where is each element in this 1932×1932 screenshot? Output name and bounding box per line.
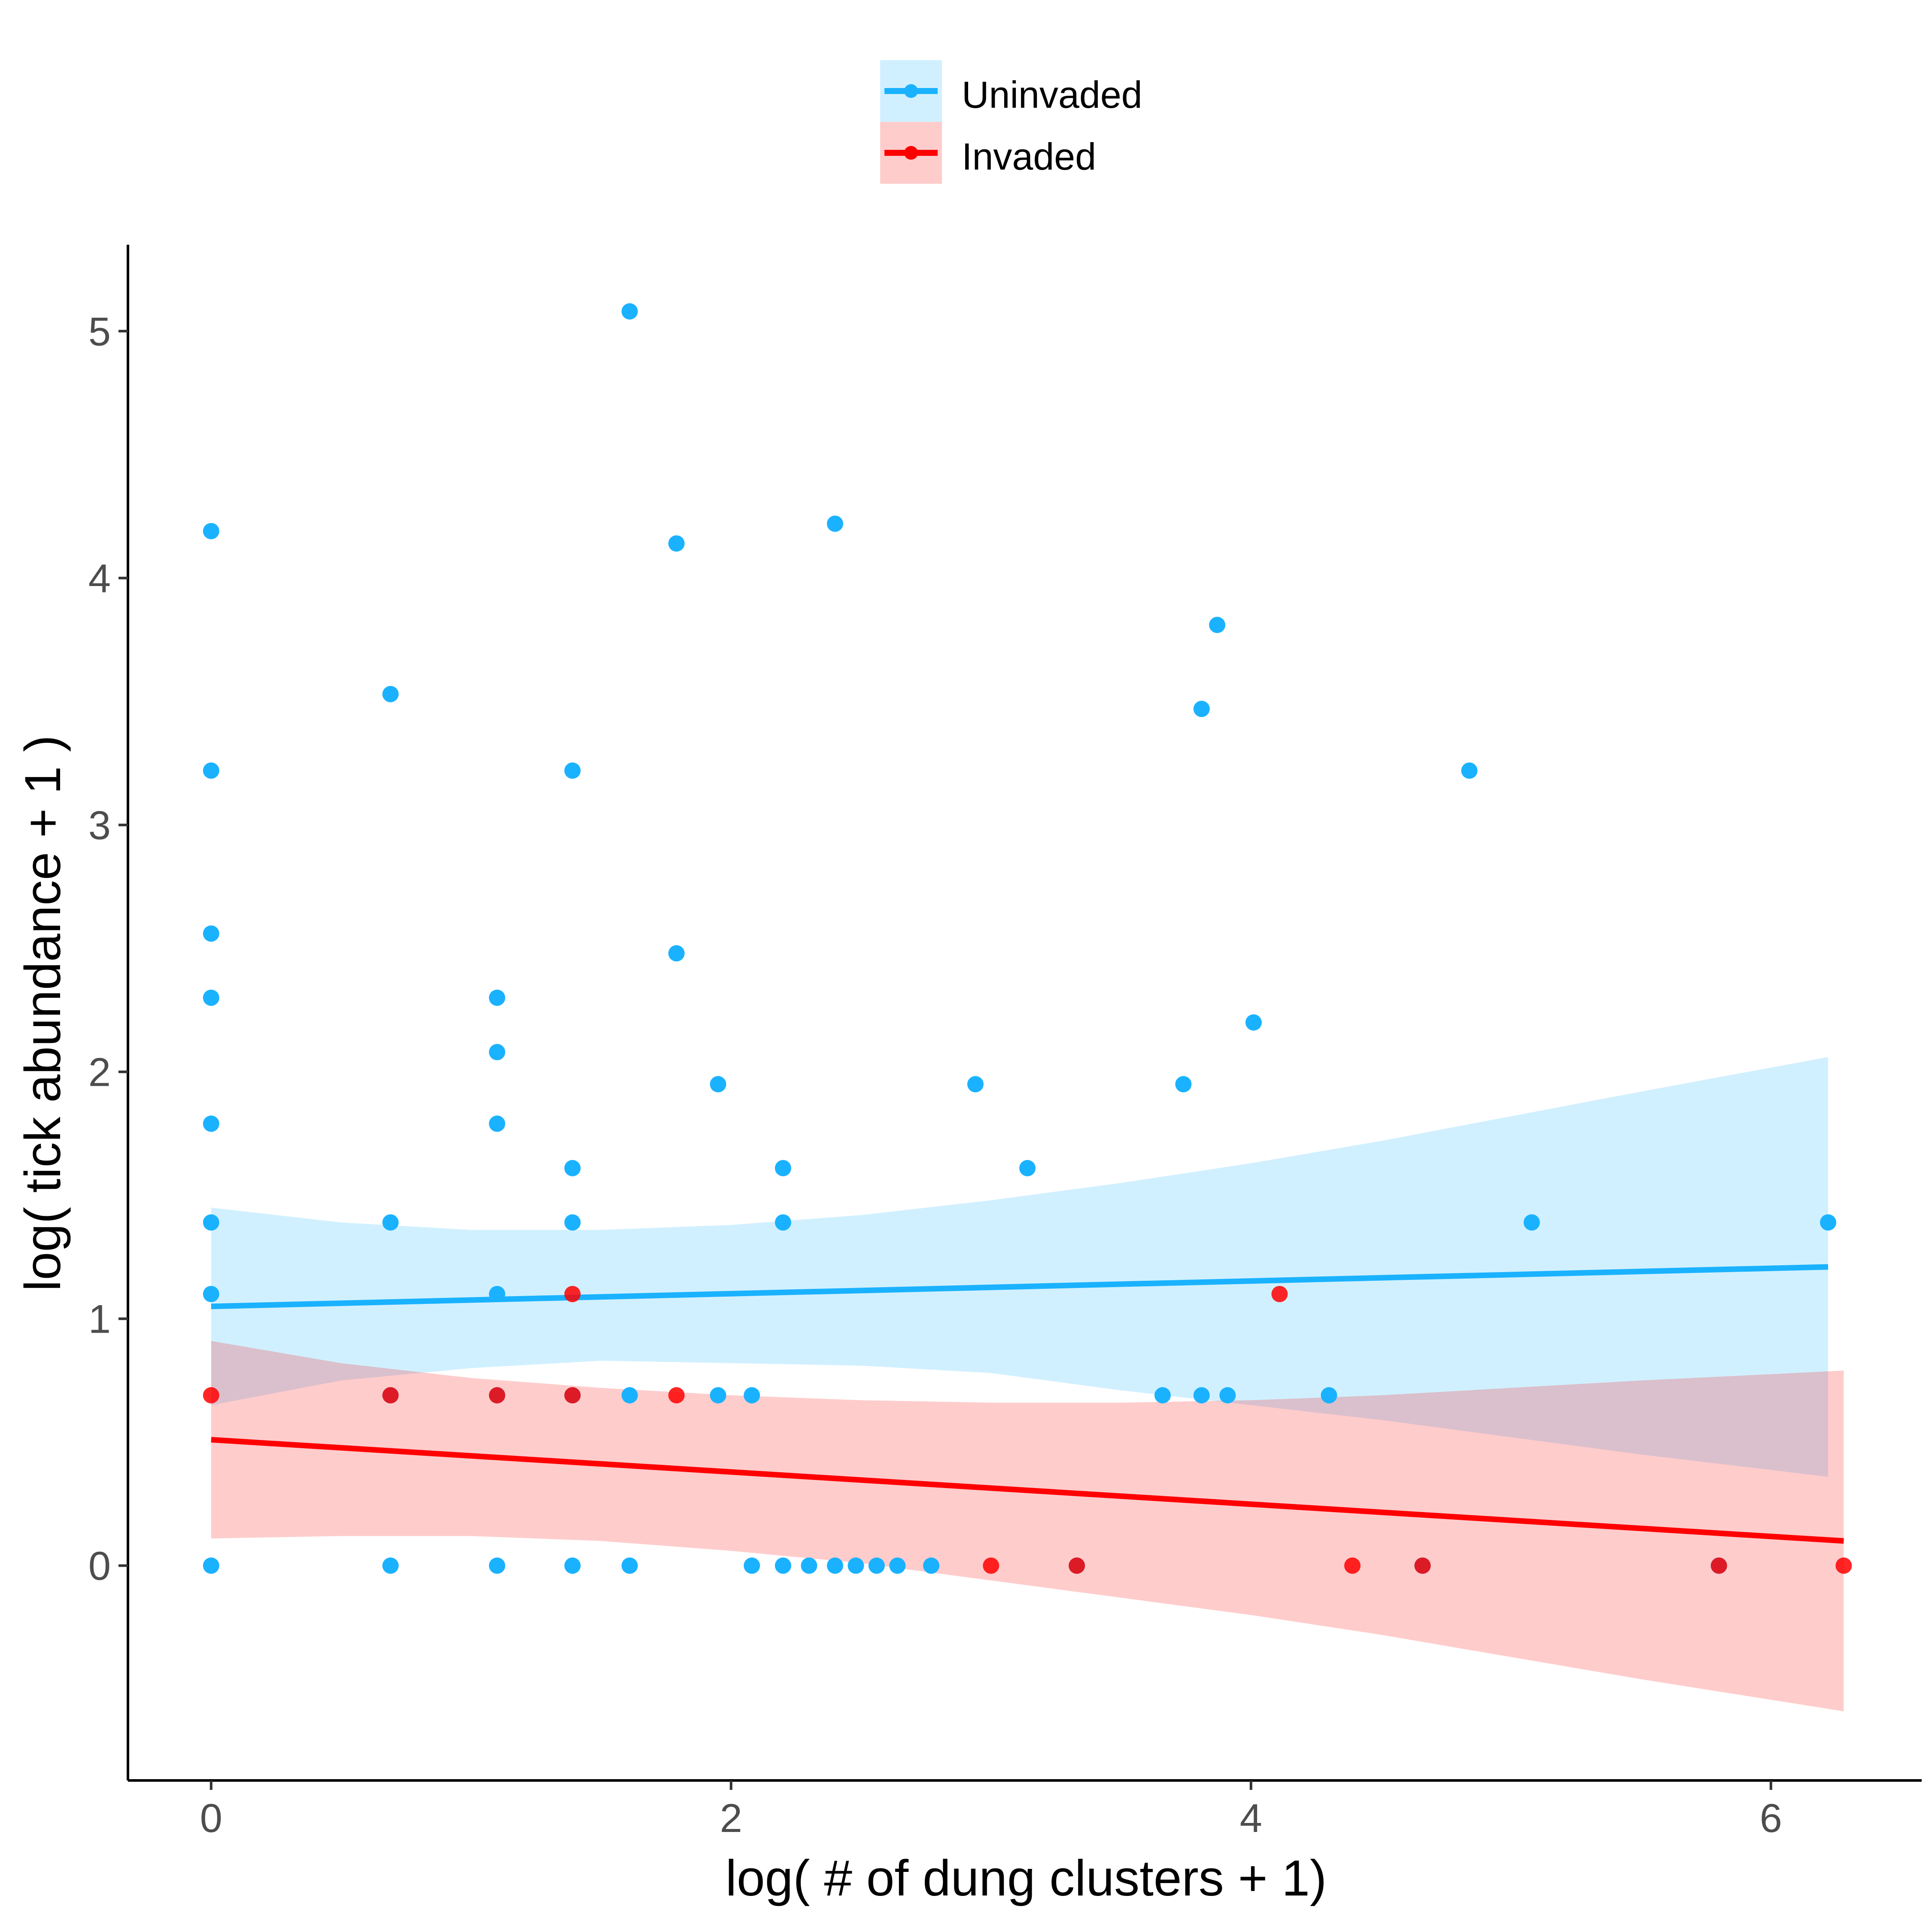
x-tick-label: 2 <box>720 1795 742 1841</box>
uninvaded-point <box>564 1214 581 1231</box>
axes <box>127 245 1922 1782</box>
uninvaded-point <box>203 1286 219 1303</box>
invaded-point <box>564 1387 581 1403</box>
uninvaded-fit-line <box>211 1264 1829 1309</box>
uninvaded-point <box>744 1557 760 1574</box>
data-points <box>203 303 1852 1574</box>
uninvaded-point <box>382 1557 399 1574</box>
uninvaded-point <box>489 989 505 1006</box>
uninvaded-point <box>744 1387 760 1403</box>
uninvaded-point <box>382 1214 399 1231</box>
legend-label-invaded: Invaded <box>962 135 1097 178</box>
uninvaded-point <box>826 1557 843 1574</box>
uninvaded-point <box>1523 1214 1540 1231</box>
uninvaded-point <box>775 1160 791 1176</box>
invaded-point <box>1835 1557 1852 1574</box>
x-tick-label: 4 <box>1240 1795 1262 1841</box>
regression-lines <box>211 1264 1844 1544</box>
y-tick-label: 3 <box>88 802 111 848</box>
uninvaded-point <box>967 1076 984 1093</box>
invaded-confidence-band <box>211 1341 1844 1711</box>
invaded-point <box>1069 1557 1085 1574</box>
uninvaded-point <box>1175 1076 1192 1093</box>
legend-label-uninvaded: Uninvaded <box>962 73 1142 116</box>
invaded-point <box>489 1387 505 1403</box>
uninvaded-legend-key <box>880 60 942 122</box>
uninvaded-point <box>621 1557 638 1574</box>
uninvaded-point <box>621 1387 638 1403</box>
uninvaded-point <box>1219 1387 1236 1403</box>
uninvaded-point <box>489 1044 505 1060</box>
x-axis-title: log( # of dung clusters + 1) <box>726 1850 1327 1907</box>
uninvaded-point <box>1461 762 1478 779</box>
uninvaded-point <box>710 1076 726 1093</box>
invaded-legend-key <box>880 122 942 184</box>
uninvaded-point <box>1321 1387 1337 1403</box>
uninvaded-point <box>621 303 638 320</box>
x-tick-label: 0 <box>200 1795 222 1841</box>
uninvaded-point <box>1193 1387 1210 1403</box>
uninvaded-point <box>203 523 219 540</box>
uninvaded-confidence-band <box>211 1057 1828 1477</box>
uninvaded-point <box>668 535 685 552</box>
confidence-bands <box>211 1057 1844 1711</box>
uninvaded-point <box>203 925 219 942</box>
invaded-point <box>564 1286 581 1303</box>
invaded-point <box>1271 1286 1288 1303</box>
invaded-point <box>1414 1557 1431 1574</box>
uninvaded-point <box>382 686 399 702</box>
uninvaded-point <box>203 1115 219 1132</box>
uninvaded-point <box>1193 701 1210 717</box>
invaded-point <box>382 1387 399 1403</box>
y-tick-label: 0 <box>88 1543 111 1589</box>
uninvaded-point <box>923 1557 940 1574</box>
y-tick-label: 2 <box>88 1050 111 1095</box>
y-tick-label: 1 <box>88 1297 111 1342</box>
uninvaded-point <box>564 1160 581 1176</box>
uninvaded-point <box>801 1557 817 1574</box>
uninvaded-point <box>564 762 581 779</box>
uninvaded-point <box>868 1557 885 1574</box>
uninvaded-point <box>1820 1214 1837 1231</box>
uninvaded-point <box>203 989 219 1006</box>
uninvaded-point <box>1245 1014 1262 1031</box>
uninvaded-point <box>889 1557 906 1574</box>
uninvaded-point <box>775 1214 791 1231</box>
uninvaded-point <box>489 1286 505 1303</box>
y-tick-label: 4 <box>88 556 111 601</box>
axis-ticks: 0 2 4 6 0 1 2 3 4 5 <box>88 309 1782 1841</box>
invaded-point <box>1710 1557 1727 1574</box>
uninvaded-point <box>668 945 685 962</box>
uninvaded-point <box>848 1557 864 1574</box>
uninvaded-point <box>710 1387 726 1403</box>
x-tick-label: 6 <box>1760 1795 1782 1841</box>
uninvaded-point <box>1209 617 1226 633</box>
uninvaded-point <box>564 1557 581 1574</box>
uninvaded-point <box>489 1115 505 1132</box>
uninvaded-point <box>489 1557 505 1574</box>
y-tick-label: 5 <box>88 309 111 354</box>
invaded-point <box>203 1387 219 1403</box>
uninvaded-point <box>1019 1160 1036 1176</box>
invaded-point <box>668 1387 685 1403</box>
invaded-point <box>983 1557 999 1574</box>
invaded-fit-line <box>211 1437 1844 1544</box>
invaded-point <box>1344 1557 1361 1574</box>
y-axis-title: log( tick abundance + 1 ) <box>15 735 71 1291</box>
uninvaded-point <box>826 515 843 532</box>
uninvaded-point <box>1154 1387 1171 1403</box>
uninvaded-point <box>203 762 219 779</box>
uninvaded-point <box>775 1557 791 1574</box>
uninvaded-point <box>203 1214 219 1231</box>
uninvaded-point <box>203 1557 219 1574</box>
